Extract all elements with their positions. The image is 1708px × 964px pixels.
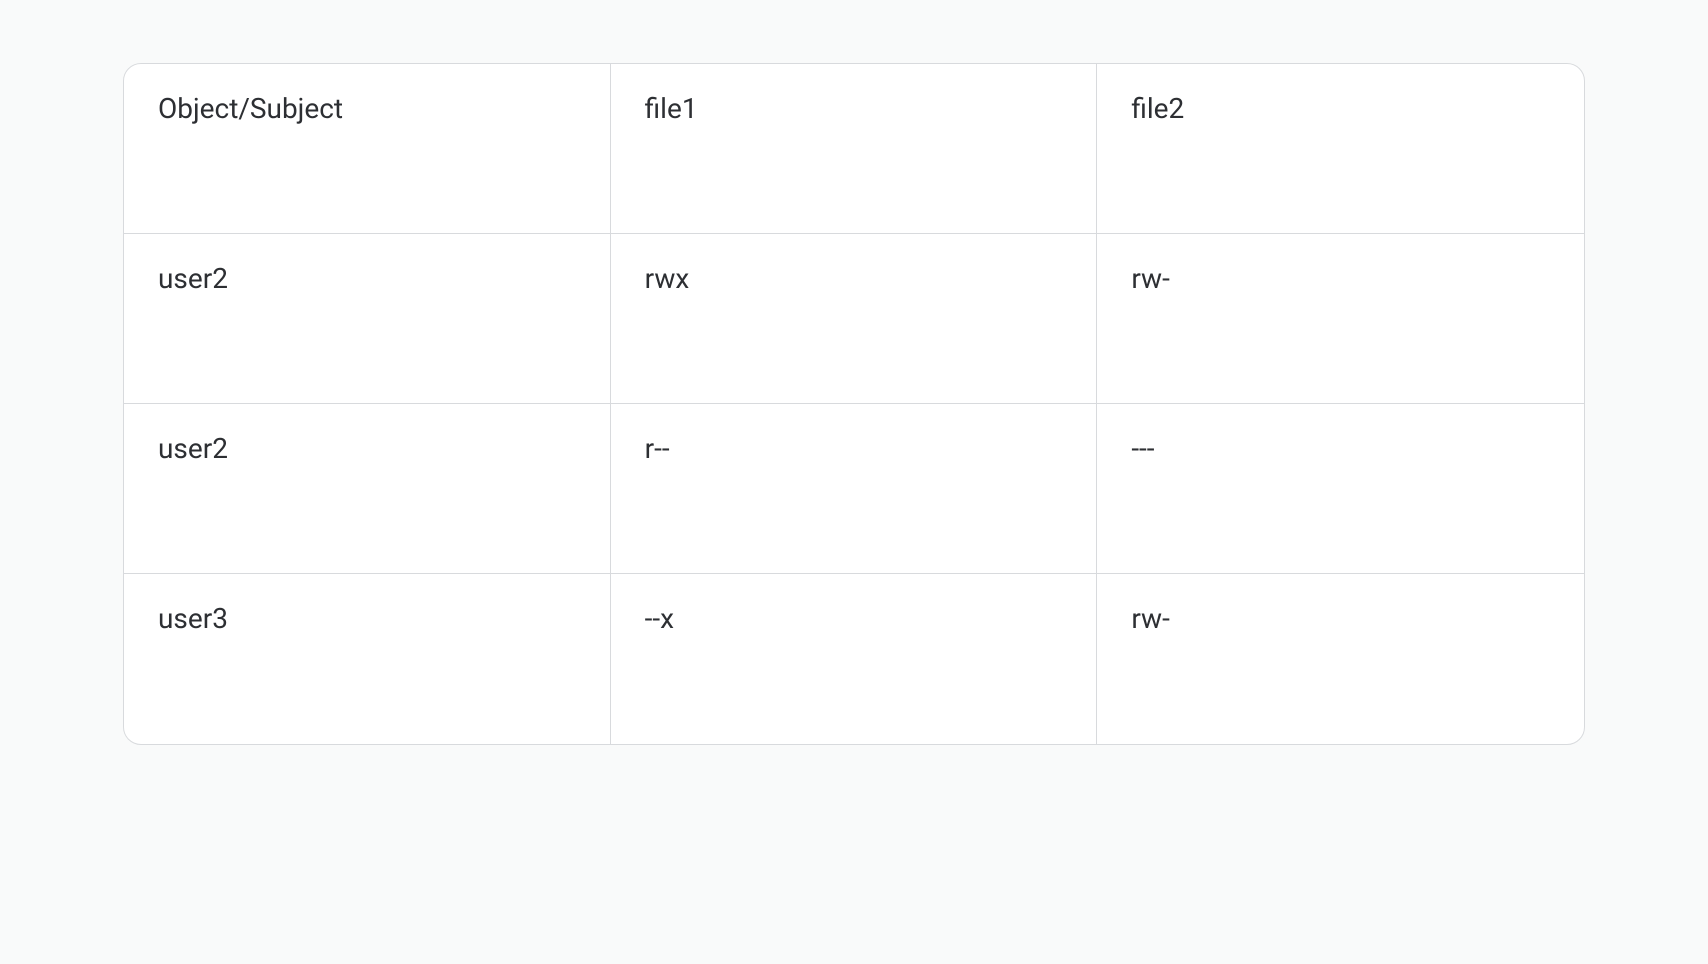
- cell-file1-perm: r--: [611, 404, 1098, 574]
- table-row: user3 --x rw-: [124, 574, 1584, 744]
- cell-file2-perm: ---: [1097, 404, 1584, 574]
- cell-file1-perm: rwx: [611, 234, 1098, 404]
- cell-subject: user3: [124, 574, 611, 744]
- table-row: user2 rwx rw-: [124, 234, 1584, 404]
- cell-file2-perm: rw-: [1097, 234, 1584, 404]
- access-control-matrix-table: Object/Subject file1 file2 user2 rwx rw-…: [123, 63, 1585, 745]
- header-cell-file2: file2: [1097, 64, 1584, 234]
- cell-file2-perm: rw-: [1097, 574, 1584, 744]
- header-cell-file1: file1: [611, 64, 1098, 234]
- table-row: user2 r-- ---: [124, 404, 1584, 574]
- table-header-row: Object/Subject file1 file2: [124, 64, 1584, 234]
- cell-subject: user2: [124, 404, 611, 574]
- cell-file1-perm: --x: [611, 574, 1098, 744]
- header-cell-subject: Object/Subject: [124, 64, 611, 234]
- cell-subject: user2: [124, 234, 611, 404]
